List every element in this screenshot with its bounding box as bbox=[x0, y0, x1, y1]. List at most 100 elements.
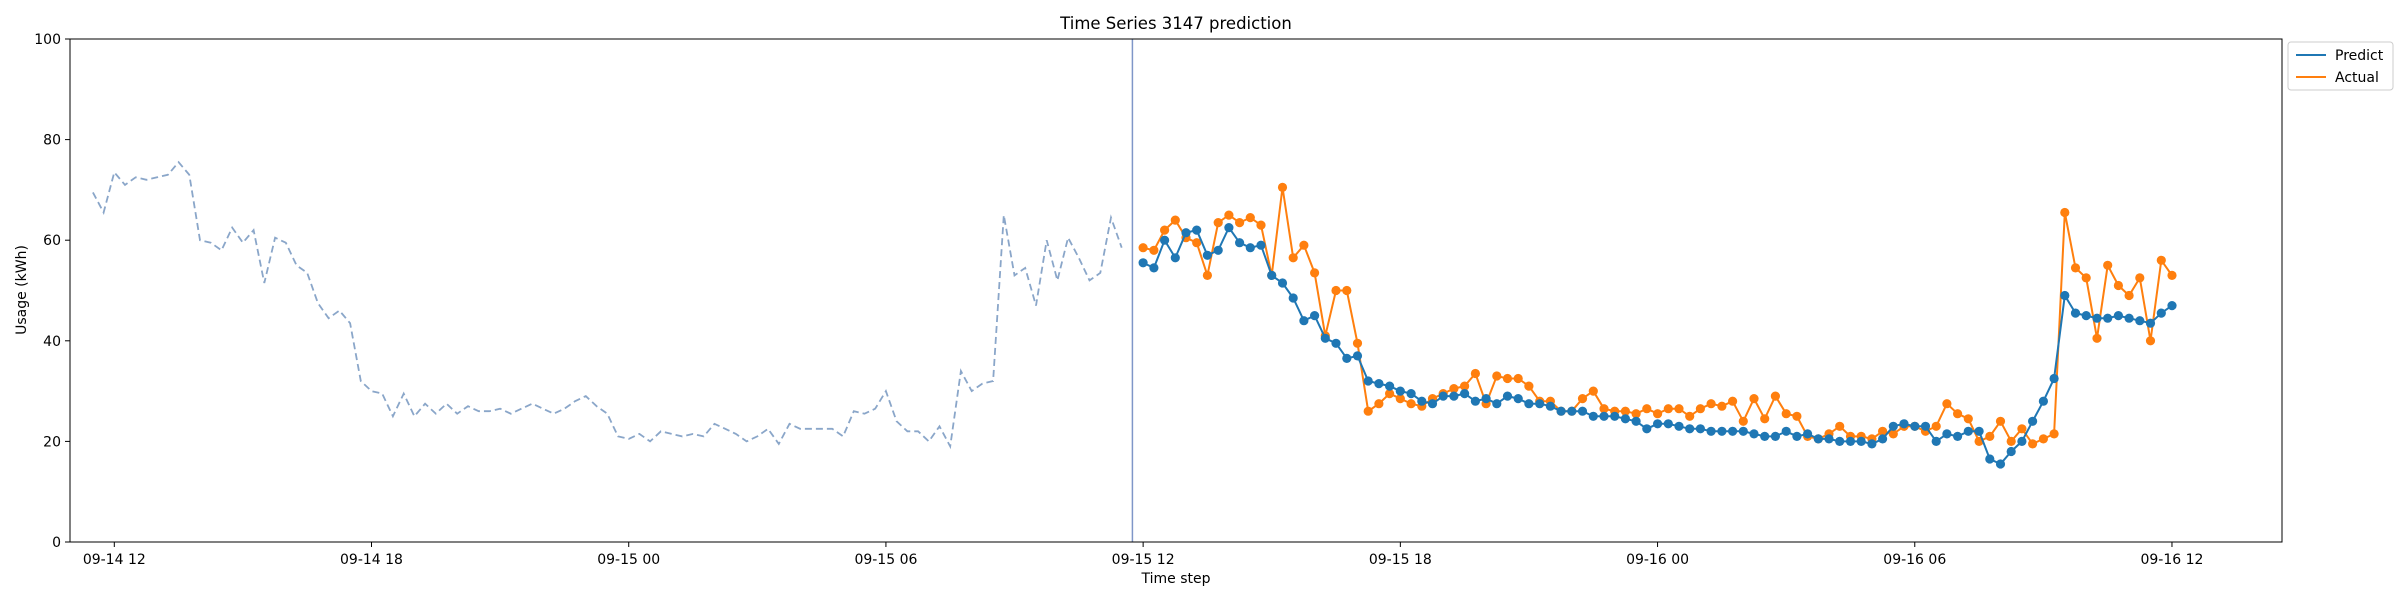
predict-point bbox=[1481, 394, 1491, 404]
actual-point bbox=[2092, 333, 2102, 343]
predict-point bbox=[1310, 311, 1320, 321]
predict-point bbox=[2135, 316, 2145, 326]
actual-point bbox=[1395, 394, 1405, 404]
actual-point bbox=[1213, 218, 1223, 228]
predict-point bbox=[1535, 399, 1545, 409]
predict-point bbox=[1867, 439, 1877, 449]
predict-point bbox=[1899, 419, 1909, 429]
y-axis-label: Usage (kWh) bbox=[14, 245, 30, 335]
predict-point bbox=[1524, 399, 1534, 409]
predict-point bbox=[2103, 313, 2113, 323]
predict-point bbox=[1695, 424, 1705, 434]
predict-point bbox=[2092, 313, 2102, 323]
actual-point bbox=[1985, 431, 1995, 441]
x-tick-label: 09-15 18 bbox=[1369, 552, 1432, 568]
actual-point bbox=[1385, 389, 1395, 399]
predict-point bbox=[1631, 416, 1641, 426]
predict-point bbox=[1245, 243, 1255, 253]
actual-point bbox=[2167, 270, 2177, 280]
y-tick-label: 0 bbox=[52, 535, 61, 551]
predict-point bbox=[1803, 429, 1813, 439]
predict-point bbox=[1138, 258, 1148, 268]
y-tick-label: 40 bbox=[43, 334, 61, 350]
plot-area bbox=[92, 39, 2177, 542]
x-tick-label: 09-15 00 bbox=[597, 552, 660, 568]
actual-point bbox=[2145, 336, 2156, 346]
actual-point bbox=[1599, 404, 1609, 414]
predict-point bbox=[1577, 406, 1588, 416]
predict-point bbox=[1331, 338, 1341, 348]
predict-point bbox=[1299, 316, 1309, 326]
actual-point bbox=[1931, 421, 1941, 431]
predict-point bbox=[1995, 459, 2006, 469]
actual-point bbox=[1963, 414, 1973, 424]
predict-point bbox=[1342, 353, 1352, 363]
predict-point bbox=[1792, 431, 1802, 441]
actual-point bbox=[1888, 429, 1898, 439]
actual-line bbox=[1142, 187, 2173, 446]
predict-point bbox=[1438, 391, 1448, 401]
actual-point bbox=[1342, 285, 1352, 296]
predict-point bbox=[2038, 396, 2048, 406]
actual-point bbox=[1685, 411, 1695, 421]
predict-point bbox=[1738, 426, 1748, 436]
actual-point bbox=[1781, 409, 1791, 419]
predict-point bbox=[1417, 396, 1427, 406]
actual-point bbox=[1674, 404, 1684, 414]
actual-point bbox=[1138, 243, 1148, 253]
actual-point bbox=[1738, 416, 1748, 426]
predict-point bbox=[1878, 434, 1888, 444]
predict-point bbox=[1192, 225, 1202, 235]
predict-point bbox=[1363, 376, 1373, 386]
predict-point bbox=[1556, 406, 1566, 416]
actual-point bbox=[1695, 404, 1705, 414]
series-predict bbox=[1138, 223, 2177, 469]
predict-point bbox=[1352, 351, 1363, 361]
y-tick-label: 100 bbox=[34, 32, 61, 48]
actual-point bbox=[1256, 220, 1266, 230]
predict-point bbox=[1824, 434, 1834, 444]
actual-point bbox=[1363, 406, 1373, 416]
actual-point bbox=[1631, 409, 1641, 419]
predict-point bbox=[1985, 454, 1995, 464]
actual-point bbox=[1149, 245, 1159, 255]
actual-point bbox=[1728, 396, 1738, 406]
predict-point bbox=[1610, 411, 1620, 421]
x-tick-label: 09-16 12 bbox=[2140, 552, 2203, 568]
predict-point bbox=[1395, 386, 1405, 396]
actual-point bbox=[1588, 386, 1598, 396]
predict-point bbox=[1942, 429, 1952, 439]
actual-point bbox=[1170, 215, 1180, 225]
actual-point bbox=[1374, 399, 1384, 409]
plot-frame bbox=[69, 38, 2283, 543]
actual-point bbox=[1663, 404, 1673, 414]
actual-point bbox=[1642, 404, 1652, 414]
predict-point bbox=[1213, 245, 1223, 255]
actual-point bbox=[1235, 218, 1245, 228]
y-tick-label: 20 bbox=[43, 434, 61, 450]
actual-point bbox=[1953, 409, 1963, 419]
predict-point bbox=[1170, 253, 1180, 263]
x-tick-label: 09-14 18 bbox=[340, 552, 403, 568]
predict-point bbox=[1728, 426, 1738, 436]
actual-point bbox=[1749, 394, 1759, 404]
legend-label-actual: Actual bbox=[2335, 70, 2379, 86]
predict-point bbox=[1974, 426, 1984, 436]
predict-point bbox=[1288, 293, 1298, 303]
actual-point bbox=[1653, 409, 1663, 419]
actual-point bbox=[1449, 384, 1459, 394]
x-tick-label: 09-16 06 bbox=[1883, 552, 1946, 568]
actual-point bbox=[2135, 273, 2145, 283]
predict-point bbox=[1770, 431, 1780, 441]
predict-point bbox=[2049, 373, 2059, 384]
predict-point bbox=[1963, 426, 1973, 436]
actual-point bbox=[1502, 373, 1513, 384]
actual-point bbox=[1470, 368, 1480, 379]
actual-point bbox=[1717, 401, 1727, 411]
predict-point bbox=[1663, 419, 1673, 429]
predict-point bbox=[1781, 426, 1791, 436]
predict-point bbox=[2167, 301, 2177, 311]
predict-point bbox=[1599, 411, 1609, 421]
predict-point bbox=[2156, 308, 2166, 318]
